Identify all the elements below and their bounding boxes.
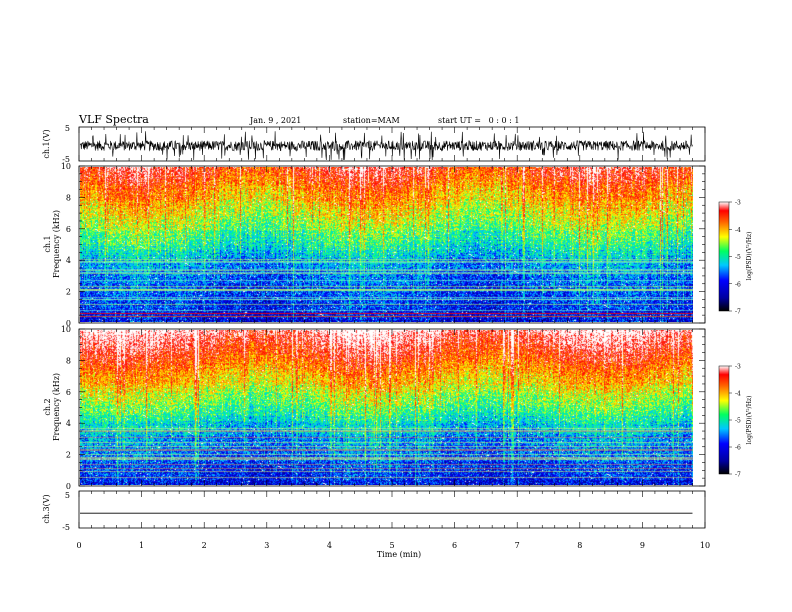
colorbar-tick-label: -6	[735, 445, 741, 452]
x-tick-label: 3	[264, 541, 269, 550]
ch3-waveform-ytick-top: 5	[65, 491, 70, 500]
colorbar-ch1-label: log(PSD)(V²/Hz)	[746, 232, 753, 281]
x-tick-label: 0	[76, 541, 81, 550]
ch2-spectrogram-yticks: 0 2 4 6 8 10	[61, 325, 705, 491]
x-tick-label: 10	[700, 541, 710, 550]
start-time-label: start UT = 0 : 0 : 1	[438, 116, 519, 125]
x-tick-label: 8	[577, 541, 582, 550]
ch1-waveform-ylabel: ch.1(V)	[42, 129, 51, 158]
ch3-waveform-ytick-bottom: -5	[62, 523, 70, 532]
colorbar-ch2-ticks: -3 -4 -5 -6 -7	[729, 364, 741, 479]
y-tick-label: 6	[66, 225, 71, 234]
ch1-waveform-trace	[79, 131, 693, 161]
colorbar-tick-label: -5	[735, 254, 741, 261]
ch1-spectrogram-ylabel-channel: ch.1	[43, 235, 52, 252]
ch1-waveform-ytick-top: 5	[65, 124, 70, 133]
ch2-spectrogram-ylabel-channel: ch.2	[43, 398, 52, 415]
y-tick-label: 4	[66, 419, 71, 428]
x-tick-label: 1	[139, 541, 144, 550]
colorbar-ch2: -3 -4 -5 -6 -7 log(PSD)(V²/Hz)	[718, 364, 753, 479]
ch1-spectrogram-ylabel-frequency: Frequency (kHz)	[52, 210, 61, 278]
y-tick-label: 0	[66, 482, 71, 491]
y-tick-label: 4	[66, 256, 71, 265]
colorbar-ch1: -3 -4 -5 -6 -7 log(PSD)(V²/Hz)	[718, 200, 753, 316]
ch1-spectrogram-panel: 0 2 4 6 8 10 ch.1 Frequency (kHz)	[43, 162, 706, 328]
y-tick-label: 10	[61, 325, 71, 334]
colorbar-ch2-gradient	[718, 365, 730, 475]
time-axis-ticks	[78, 127, 706, 528]
colorbar-tick-label: -7	[735, 472, 741, 479]
x-tick-label: 5	[389, 541, 394, 550]
ch2-spectrogram-ylabel-frequency: Frequency (kHz)	[52, 373, 61, 441]
colorbar-tick-label: -3	[735, 200, 741, 207]
ch2-spectrogram-panel: 0 2 4 6 8 10 ch.2 Frequency (kHz)	[43, 325, 706, 491]
y-tick-label: 8	[66, 356, 71, 365]
colorbar-ch2-label: log(PSD)(V²/Hz)	[746, 396, 753, 445]
y-tick-label: 0	[66, 319, 71, 328]
station-label: station=MAM	[343, 116, 400, 125]
y-tick-label: 2	[66, 288, 71, 297]
x-tick-label: 7	[515, 541, 520, 550]
colorbar-ch1-gradient	[718, 201, 730, 312]
colorbar-tick-label: -6	[735, 281, 741, 288]
time-axis-tick-labels: 0 1 2 3 4 5 6 7 8 9 10	[76, 541, 710, 550]
figure-title: VLF Spectra	[78, 113, 149, 126]
colorbar-tick-label: -4	[735, 391, 741, 398]
y-tick-label: 6	[66, 388, 71, 397]
colorbar-tick-label: -4	[735, 227, 741, 234]
colorbar-tick-label: -5	[735, 418, 741, 425]
date-label: Jan. 9 , 2021	[249, 116, 301, 125]
ch1-spectrogram-yticks: 0 2 4 6 8 10	[61, 162, 705, 328]
y-tick-label: 10	[61, 162, 71, 171]
time-axis-label: Time (min)	[377, 550, 421, 559]
colorbar-tick-label: -7	[735, 309, 741, 316]
y-tick-label: 2	[66, 451, 71, 460]
y-tick-label: 8	[66, 193, 71, 202]
x-tick-label: 9	[640, 541, 645, 550]
ch3-waveform-ylabel: ch.3(V)	[42, 494, 51, 523]
ch2-spectrogram-image	[80, 330, 693, 485]
ch1-spectrogram-image	[80, 167, 693, 322]
x-tick-label: 6	[452, 541, 457, 550]
x-tick-label: 4	[327, 541, 332, 550]
x-tick-label: 2	[202, 541, 207, 550]
ch1-waveform-ytick-bottom: -5	[62, 155, 70, 164]
colorbar-ch1-ticks: -3 -4 -5 -6 -7	[729, 200, 741, 316]
colorbar-tick-label: -3	[735, 364, 741, 371]
